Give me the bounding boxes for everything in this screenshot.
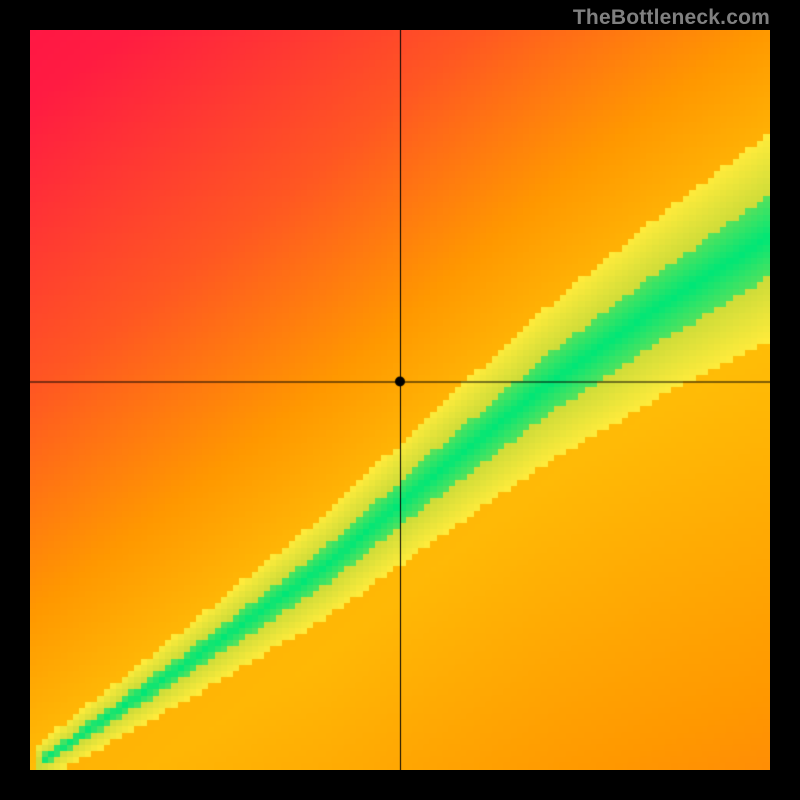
chart-container: TheBottleneck.com: [0, 0, 800, 800]
heatmap-plot: [30, 30, 770, 770]
heatmap-canvas: [30, 30, 770, 770]
watermark-label: TheBottleneck.com: [573, 6, 770, 30]
